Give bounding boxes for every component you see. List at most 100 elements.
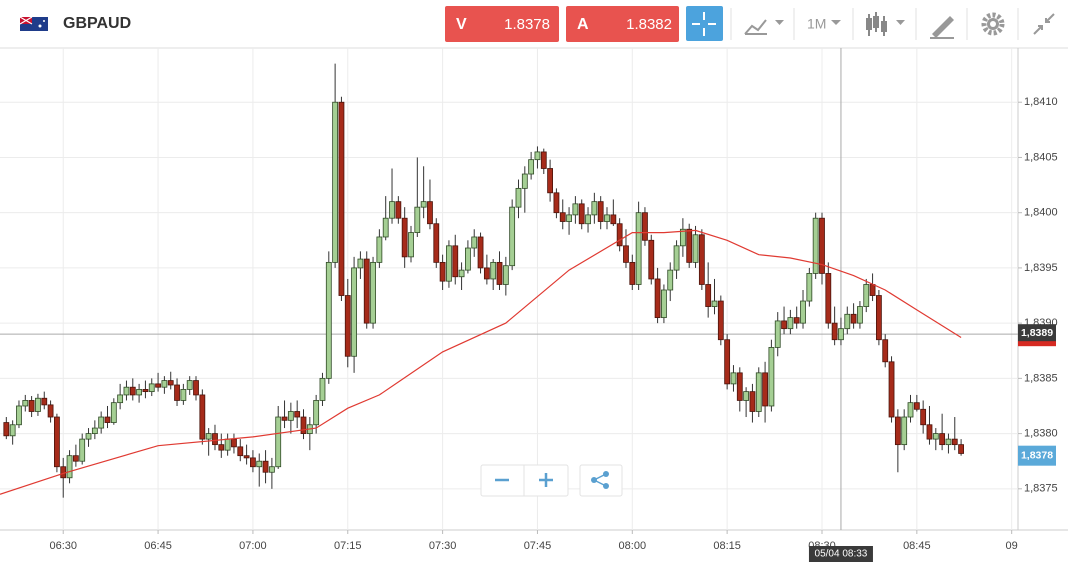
candle-body bbox=[806, 273, 813, 302]
candle-body bbox=[262, 460, 269, 473]
candle-body bbox=[35, 397, 41, 412]
candle-body bbox=[433, 223, 440, 263]
candle-body bbox=[894, 416, 901, 446]
candle-body bbox=[66, 455, 73, 479]
timeframe: 1M bbox=[807, 16, 826, 32]
draw-button[interactable] bbox=[930, 16, 954, 39]
candle-body bbox=[661, 289, 667, 319]
candle-body bbox=[110, 402, 117, 423]
candle-body bbox=[572, 203, 579, 216]
candle-body bbox=[863, 284, 870, 307]
timeframe-button[interactable]: 1M bbox=[807, 16, 841, 32]
candle-body bbox=[825, 273, 832, 324]
candle-body bbox=[534, 151, 541, 161]
candle-body bbox=[47, 404, 54, 418]
candle-body bbox=[521, 173, 528, 189]
candle-body bbox=[515, 187, 522, 208]
zoom-in[interactable] bbox=[539, 473, 553, 487]
candle-body bbox=[958, 444, 964, 454]
crosshair-time-box bbox=[808, 546, 873, 562]
chart-type-button[interactable] bbox=[744, 19, 784, 35]
candle-body bbox=[591, 201, 598, 216]
candle-body bbox=[547, 168, 553, 194]
candle-body bbox=[401, 217, 408, 258]
last-price-label: 1,8378 bbox=[1021, 449, 1053, 461]
candle-body bbox=[642, 212, 648, 241]
candle-body bbox=[616, 223, 623, 247]
candle-body bbox=[528, 159, 535, 175]
candle-body bbox=[838, 328, 844, 341]
sell-button[interactable]: V 1.8378 bbox=[445, 6, 559, 42]
candle-body bbox=[16, 405, 22, 426]
candle-body bbox=[920, 408, 927, 426]
plot-area bbox=[0, 48, 1068, 531]
candle-body bbox=[857, 306, 863, 324]
candle-body bbox=[496, 261, 503, 285]
x-tick-label: 09 bbox=[1006, 540, 1018, 552]
candle-body bbox=[129, 386, 136, 396]
candle-body bbox=[363, 258, 370, 324]
candle-body bbox=[98, 416, 105, 429]
buy-button[interactable]: A 1.8382 bbox=[566, 6, 679, 42]
settings-button[interactable] bbox=[981, 12, 1005, 36]
candle-body bbox=[376, 236, 383, 263]
x-tick-label: 06:30 bbox=[49, 540, 77, 552]
candle-body bbox=[54, 416, 60, 468]
candle-body bbox=[123, 386, 130, 396]
candle-body bbox=[414, 206, 421, 233]
candle-body bbox=[91, 427, 98, 434]
candle-body bbox=[509, 206, 516, 267]
y-tick-label: 1,8375 bbox=[1024, 483, 1058, 495]
candle-style-button[interactable] bbox=[866, 12, 905, 36]
buy-label: A bbox=[577, 16, 589, 33]
candle-body bbox=[300, 416, 307, 434]
candle-body bbox=[926, 424, 933, 440]
y-tick-label: 1,8410 bbox=[1024, 96, 1058, 108]
candle-body bbox=[875, 295, 882, 341]
candle-body bbox=[667, 269, 674, 291]
x-tick-label: 08:00 bbox=[619, 540, 647, 552]
x-tick-label: 07:30 bbox=[429, 540, 457, 552]
candle-body bbox=[698, 234, 705, 285]
candle-body bbox=[477, 236, 484, 269]
share-button[interactable] bbox=[579, 464, 623, 497]
candle-body bbox=[471, 236, 478, 249]
candle-body bbox=[325, 261, 332, 379]
candle-body bbox=[395, 201, 402, 219]
candle-body bbox=[869, 284, 876, 296]
zoom-controls bbox=[480, 464, 623, 497]
candle-body bbox=[186, 380, 193, 390]
candle-body bbox=[559, 212, 566, 222]
moving-average-line bbox=[0, 229, 962, 495]
candle-body bbox=[281, 416, 288, 421]
candle-body bbox=[781, 320, 787, 330]
candle-body bbox=[427, 201, 433, 225]
candle-body bbox=[212, 433, 218, 446]
candle-body bbox=[268, 466, 275, 473]
candle-body bbox=[199, 394, 206, 440]
candle-body bbox=[888, 361, 895, 418]
candle-body bbox=[945, 438, 952, 446]
x-tick-label: 06:45 bbox=[144, 540, 172, 552]
candle-body bbox=[787, 317, 794, 330]
candle-body bbox=[819, 217, 825, 274]
candle-body bbox=[319, 377, 326, 401]
candle-body bbox=[256, 460, 263, 468]
candle-body bbox=[951, 438, 958, 446]
crosshair-button[interactable] bbox=[686, 6, 723, 41]
candle-body bbox=[724, 339, 731, 385]
candle-body bbox=[844, 313, 851, 330]
candle-body bbox=[452, 245, 459, 278]
sell-label: V bbox=[456, 16, 467, 33]
candle-body bbox=[344, 295, 351, 357]
candle-body bbox=[585, 214, 591, 225]
candle-body bbox=[205, 433, 212, 440]
candles bbox=[3, 63, 964, 498]
candle-body bbox=[755, 372, 762, 412]
collapse-button[interactable] bbox=[1033, 13, 1055, 35]
crosshair-time-label: 05/04 08:33 bbox=[815, 549, 868, 560]
candle-body bbox=[673, 245, 680, 271]
candle-body bbox=[136, 389, 143, 396]
candle-body bbox=[502, 265, 509, 285]
